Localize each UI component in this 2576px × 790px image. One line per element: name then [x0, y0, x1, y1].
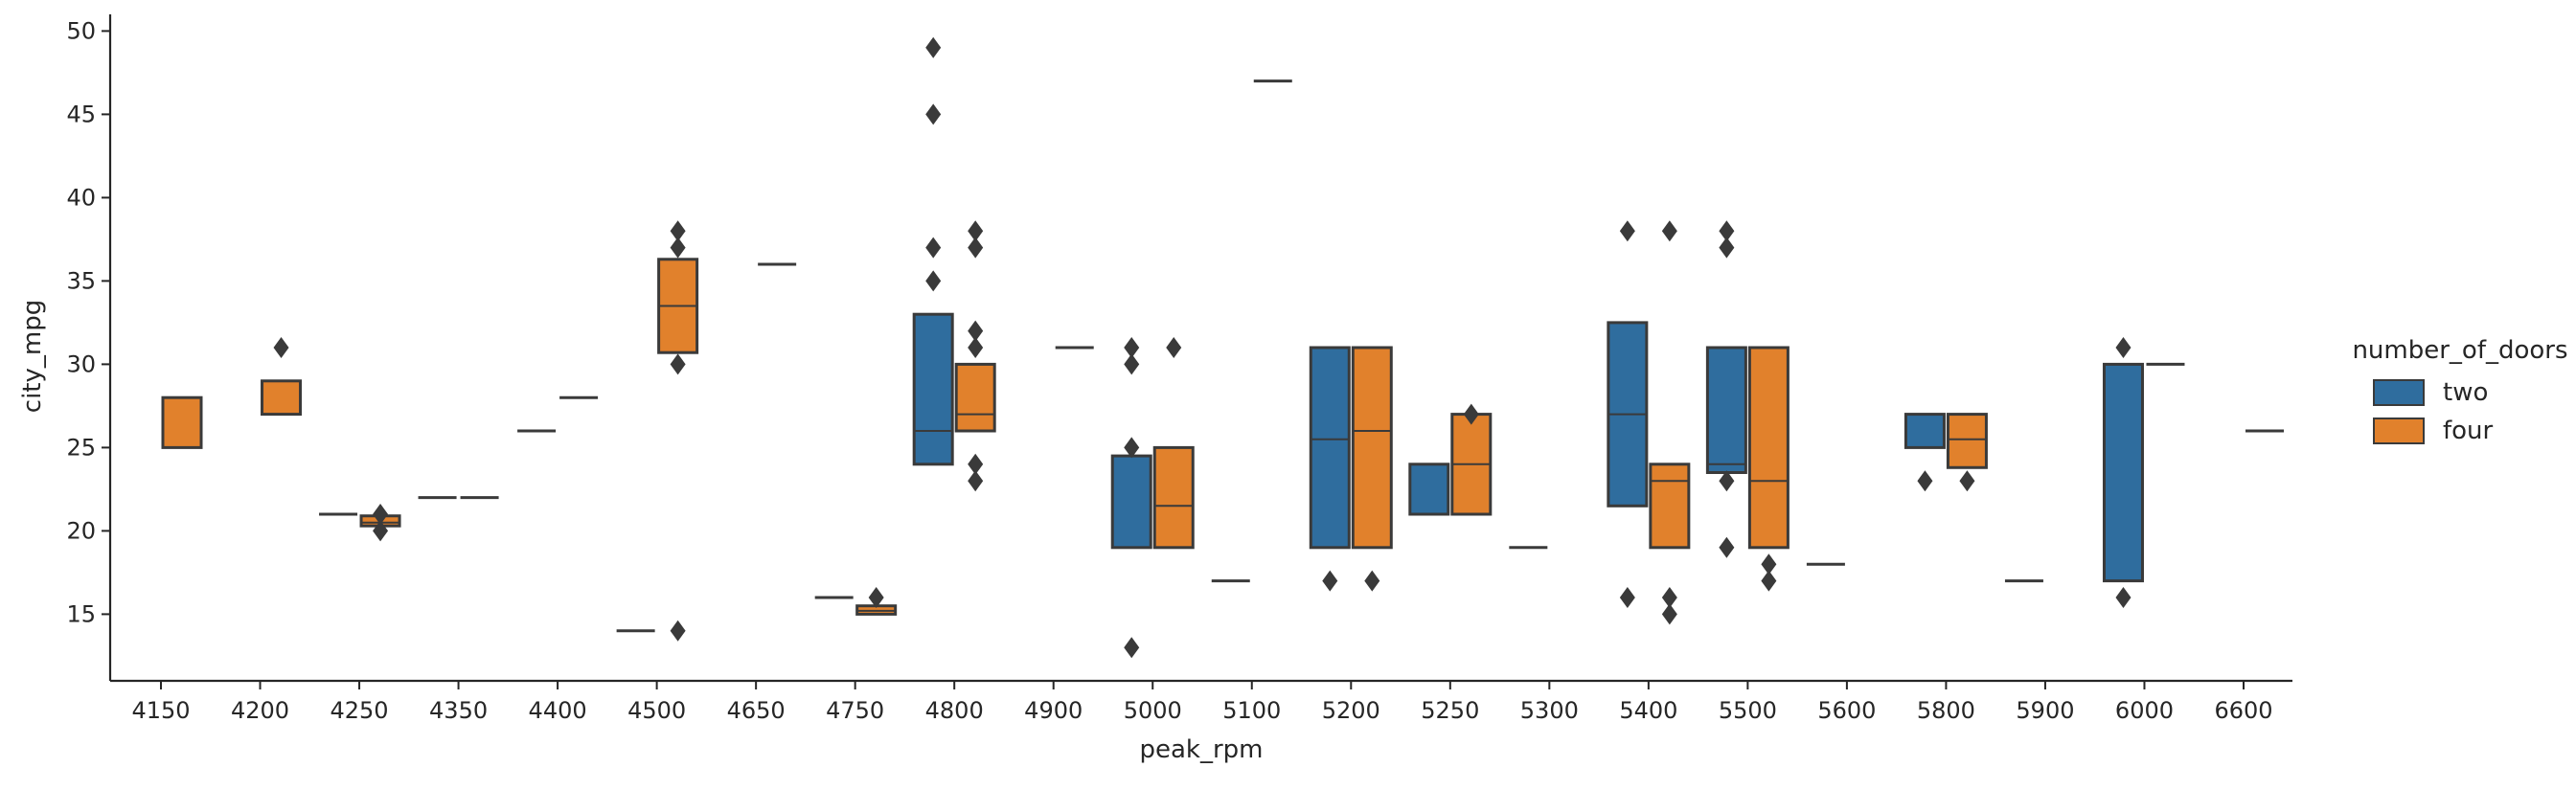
- legend: number_of_doors two four: [2352, 336, 2567, 445]
- x-tick-label: 5300: [1520, 697, 1579, 724]
- x-tick-label: 5400: [1619, 697, 1677, 724]
- x-tick-label: 4250: [331, 697, 389, 724]
- outlier-point: [1124, 437, 1140, 459]
- x-tick-label: 5600: [1817, 697, 1876, 724]
- x-tick-label: 5100: [1222, 697, 1281, 724]
- box-two-4800: [912, 312, 954, 466]
- outlier-point: [1761, 570, 1777, 592]
- outlier-point: [968, 453, 984, 475]
- box-four-5800: [1946, 413, 1988, 469]
- outlier-point: [1124, 637, 1140, 659]
- legend-swatch-four: [2373, 418, 2425, 444]
- box-four-5200: [1351, 346, 1393, 550]
- box-two-5000: [1110, 454, 1152, 550]
- outlier-point: [1719, 237, 1735, 259]
- outlier-point: [1661, 587, 1677, 608]
- box-two-5500: [1705, 346, 1747, 474]
- outlier-point: [670, 237, 686, 259]
- outlier-point: [373, 520, 389, 542]
- x-tick-label: 6600: [2214, 697, 2272, 724]
- outlier-point: [1124, 353, 1140, 375]
- x-tick-label: 4750: [826, 697, 884, 724]
- x-tick-label: 4350: [429, 697, 488, 724]
- x-tick-label: 4800: [925, 697, 984, 724]
- outlier-point: [1364, 570, 1380, 592]
- y-tick-label: 25: [66, 434, 96, 461]
- outlier-point: [1619, 220, 1635, 242]
- outlier-point: [925, 237, 942, 259]
- y-tick-label: 15: [66, 600, 96, 627]
- box-two-5200: [1309, 346, 1351, 550]
- x-tick-label: 4500: [627, 697, 686, 724]
- box-four-5500: [1747, 346, 1790, 550]
- outlier-point: [1959, 470, 1975, 492]
- outlier-point: [1719, 536, 1735, 558]
- x-axis: 4150 4200 4250 4350 4400 4500 4650 4750 4800 4900…: [110, 679, 2292, 724]
- box-four-5400: [1649, 463, 1691, 550]
- outlier-point: [1761, 553, 1777, 576]
- outlier-point: [670, 620, 686, 642]
- y-tick-label: 40: [66, 184, 96, 211]
- box-two-5250: [1408, 463, 1450, 516]
- outlier-point: [1719, 470, 1735, 492]
- outlier-point: [1124, 337, 1140, 358]
- x-tick-label: 5000: [1124, 697, 1182, 724]
- box-four-4150: [161, 395, 203, 449]
- x-tick-label: 4400: [529, 697, 587, 724]
- outlier-point: [968, 337, 984, 358]
- outlier-point: [373, 504, 389, 525]
- y-tick-label: 50: [66, 17, 96, 44]
- legend-label-four: four: [2443, 417, 2494, 445]
- y-tick-label: 45: [66, 101, 96, 127]
- y-tick-label: 20: [66, 517, 96, 544]
- x-tick-label: 4150: [131, 697, 190, 724]
- x-tick-label: 5250: [1421, 697, 1479, 724]
- outlier-point: [968, 320, 984, 342]
- outlier-point: [1661, 220, 1677, 242]
- x-tick-label: 6000: [2115, 697, 2174, 724]
- outlier-point: [670, 220, 686, 242]
- outlier-point: [925, 103, 942, 125]
- y-tick-label: 30: [66, 350, 96, 377]
- x-tick-label: 5800: [1917, 697, 1975, 724]
- outlier-point: [968, 470, 984, 492]
- x-tick-label: 4900: [1024, 697, 1083, 724]
- outlier-point: [868, 587, 884, 608]
- outlier-point: [925, 36, 942, 58]
- outlier-point: [1719, 220, 1735, 242]
- outlier-point: [925, 270, 942, 292]
- outlier-point: [1917, 470, 1933, 492]
- box-four-5000: [1152, 445, 1195, 550]
- outlier-point: [1619, 587, 1635, 608]
- outlier-point: [670, 353, 686, 375]
- outlier-point: [2115, 587, 2131, 608]
- box-four-4800: [954, 362, 996, 433]
- legend-title: number_of_doors: [2352, 336, 2567, 365]
- outlier-point: [1322, 570, 1338, 592]
- y-tick-label: 35: [66, 267, 96, 294]
- outlier-point: [1166, 337, 1182, 358]
- y-axis: 15 20 25 30 35 40 45 50: [66, 14, 112, 681]
- x-tick-label: 4200: [231, 697, 289, 724]
- outlier-point: [968, 220, 984, 242]
- plot-marks: [161, 36, 2284, 659]
- legend-label-two: two: [2443, 378, 2488, 407]
- x-axis-label: peak_rpm: [1139, 735, 1263, 764]
- outlier-point: [1661, 603, 1677, 625]
- box-four-4200: [261, 379, 303, 417]
- x-tick-label: 5200: [1322, 697, 1380, 724]
- legend-swatch-two: [2373, 379, 2425, 406]
- outlier-point: [2115, 337, 2131, 358]
- x-tick-label: 4650: [727, 697, 786, 724]
- y-axis-label: city_mpg: [18, 300, 47, 413]
- outlier-point: [273, 337, 289, 358]
- box-two-6000: [2102, 362, 2144, 583]
- x-tick-label: 5500: [1719, 697, 1777, 724]
- outlier-point: [1463, 403, 1479, 425]
- box-two-5800: [1904, 413, 1946, 449]
- x-tick-label: 5900: [2016, 697, 2074, 724]
- outlier-point: [968, 237, 984, 259]
